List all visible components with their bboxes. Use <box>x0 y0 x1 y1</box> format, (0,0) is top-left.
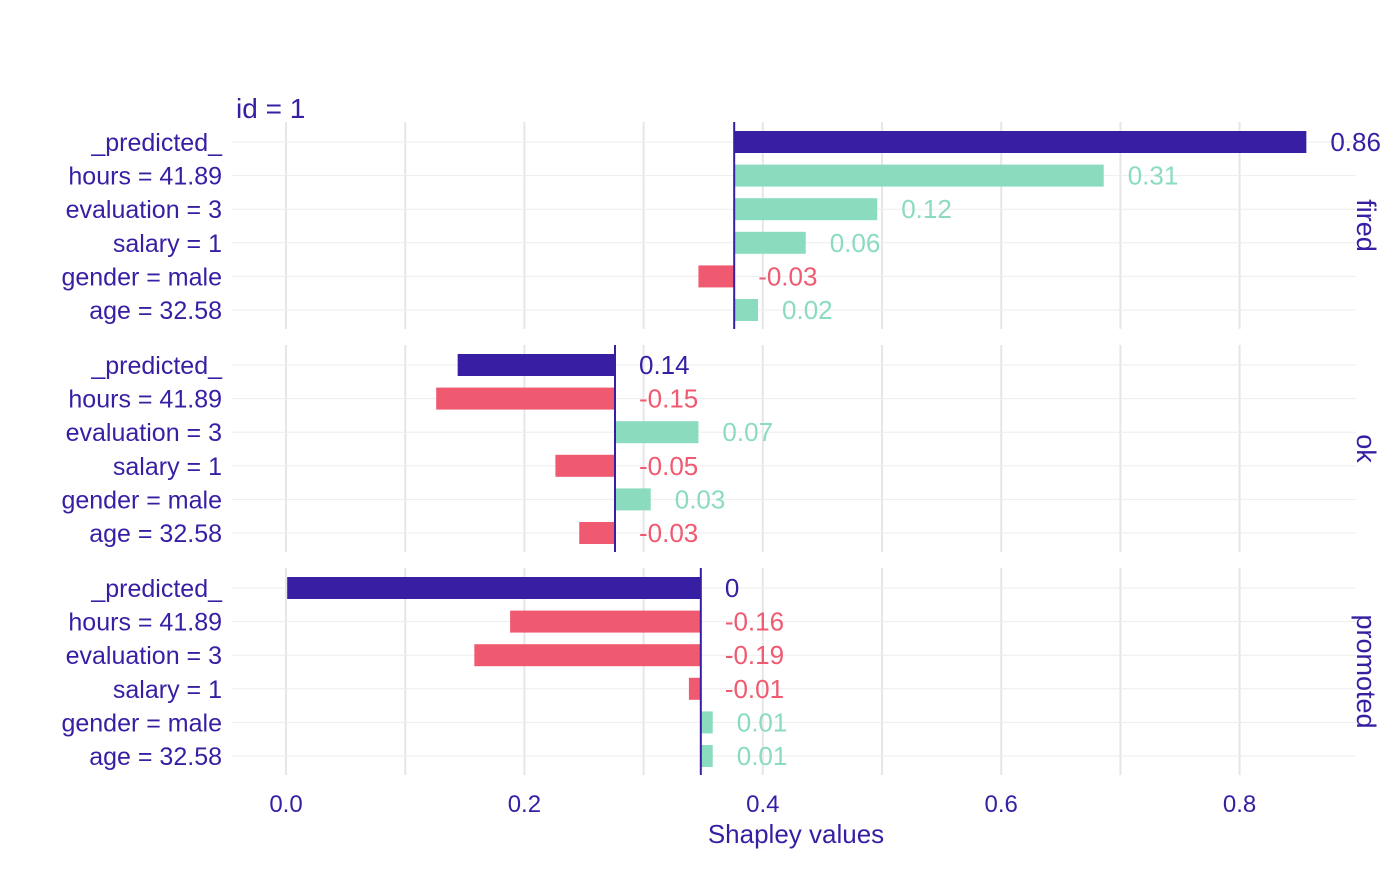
category-label: salary = 1 <box>113 676 222 704</box>
x-axis: 0.0 0.2 0.4 0.6 0.8 <box>269 791 1256 818</box>
bar-ok-4 <box>614 488 651 511</box>
data-label: 0.01 <box>737 741 788 771</box>
data-label: -0.19 <box>725 640 784 670</box>
x-tick-label: 0.8 <box>1223 791 1256 818</box>
bar-promoted-2 <box>474 644 701 667</box>
bar-fired-3 <box>734 231 806 254</box>
category-label: evaluation = 3 <box>66 196 222 224</box>
category-label: _predicted_ <box>90 575 223 603</box>
data-label: 0 <box>725 573 739 603</box>
data-label: 0.14 <box>639 350 690 380</box>
category-label: age = 32.58 <box>89 520 222 548</box>
data-label: -0.15 <box>639 384 698 414</box>
x-tick-label: 0.6 <box>985 791 1018 818</box>
bar-fired-0 <box>734 131 1307 153</box>
data-label: 0.07 <box>722 417 773 447</box>
panel-promoted: 0 _predicted_ -0.16 hours = 41.89 -0.19 evalu… <box>61 568 1381 775</box>
data-label: -0.05 <box>639 451 698 481</box>
data-label: 0.02 <box>782 295 833 325</box>
x-tick-label: 0.2 <box>508 791 541 818</box>
bar-promoted-1 <box>510 610 701 633</box>
category-label: gender = male <box>61 486 222 514</box>
category-label: evaluation = 3 <box>66 642 222 670</box>
bar-promoted-5 <box>700 745 713 767</box>
panel-ok: 0.14 _predicted_ -0.15 hours = 41.89 0.07 eva… <box>61 345 1381 552</box>
facet-label: promoted <box>1351 614 1381 728</box>
bar-ok-1 <box>436 387 615 410</box>
data-label: 0.01 <box>737 707 788 737</box>
bar-fired-2 <box>734 198 878 221</box>
data-label: -0.03 <box>639 518 698 548</box>
category-label: salary = 1 <box>113 453 222 481</box>
panels: 0.86 _predicted_ 0.31 hours = 41.89 0.12 eval… <box>61 122 1381 775</box>
category-label: hours = 41.89 <box>68 386 222 414</box>
category-label: gender = male <box>61 709 222 737</box>
bar-promoted-4 <box>700 711 713 734</box>
category-label: age = 32.58 <box>89 297 222 325</box>
bar-promoted-3 <box>688 677 701 700</box>
data-label: 0.03 <box>675 484 726 514</box>
bar-ok-2 <box>614 421 699 444</box>
data-label: 0.12 <box>901 194 952 224</box>
data-label: 0.06 <box>830 228 881 258</box>
category-label: hours = 41.89 <box>68 609 222 637</box>
data-label: -0.16 <box>725 607 784 637</box>
bar-fired-1 <box>734 164 1104 187</box>
facet-label: fired <box>1351 199 1381 252</box>
data-label: -0.03 <box>758 261 817 291</box>
category-label: _predicted_ <box>90 129 223 157</box>
data-label: 0.86 <box>1330 127 1381 157</box>
chart-subtitle: id = 1 <box>236 93 305 124</box>
data-label: 0.31 <box>1128 161 1179 191</box>
bar-fired-4 <box>698 265 735 288</box>
x-tick-label: 0.0 <box>269 791 302 818</box>
category-label: gender = male <box>61 263 222 291</box>
bar-ok-0 <box>457 354 615 376</box>
category-label: age = 32.58 <box>89 743 222 771</box>
x-tick-label: 0.4 <box>746 791 779 818</box>
bar-ok-5 <box>579 522 615 544</box>
data-label: -0.01 <box>725 674 784 704</box>
category-label: _predicted_ <box>90 352 223 380</box>
facet-label: ok <box>1351 434 1381 463</box>
panel-fired: 0.86 _predicted_ 0.31 hours = 41.89 0.12 eval… <box>61 122 1381 329</box>
category-label: hours = 41.89 <box>68 163 222 191</box>
bar-ok-3 <box>555 454 615 477</box>
category-label: evaluation = 3 <box>66 419 222 447</box>
bar-promoted-0 <box>287 577 701 599</box>
bar-fired-5 <box>734 299 759 321</box>
category-label: salary = 1 <box>113 230 222 258</box>
x-axis-label: Shapley values <box>708 819 884 849</box>
